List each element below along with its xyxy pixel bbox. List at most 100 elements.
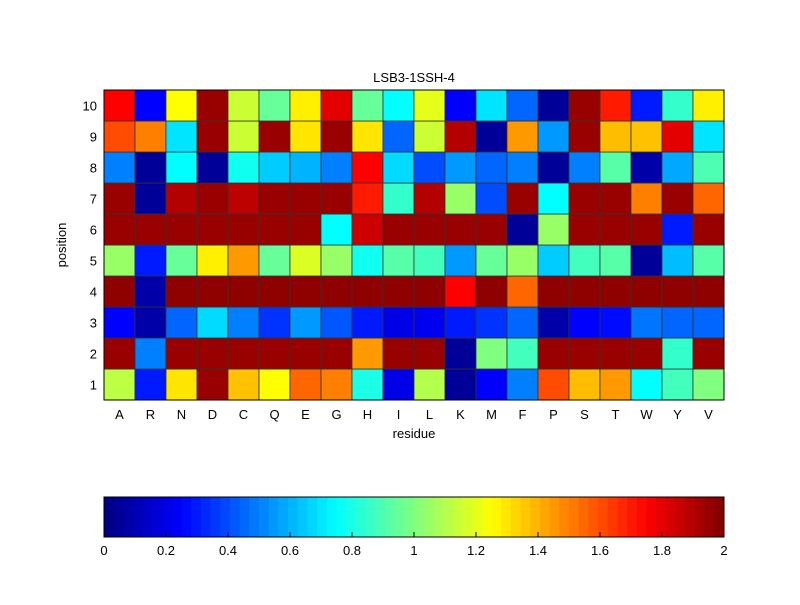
cell-I-5 — [382, 244, 415, 277]
x-tick-label: Y — [673, 407, 682, 422]
cell-S-2 — [568, 337, 601, 370]
cell-L-6 — [413, 213, 446, 246]
cell-R-3 — [134, 306, 167, 339]
cell-T-10 — [599, 89, 632, 122]
cell-E-2 — [289, 337, 322, 370]
colorbar-segment — [123, 497, 134, 537]
x-tick-label: P — [549, 407, 558, 422]
cell-A-10 — [103, 89, 136, 122]
colorbar-segment — [297, 497, 308, 537]
cell-Q-7 — [258, 182, 291, 215]
cell-H-6 — [351, 213, 384, 246]
cell-C-3 — [227, 306, 260, 339]
colorbar-segment — [278, 497, 289, 537]
cell-D-4 — [196, 275, 229, 308]
x-tick-label: F — [519, 407, 527, 422]
cell-I-6 — [382, 213, 415, 246]
cell-G-7 — [320, 182, 353, 215]
cell-D-9 — [196, 120, 229, 153]
y-tick-label: 5 — [90, 254, 97, 269]
cell-W-1 — [630, 368, 663, 401]
cell-H-2 — [351, 337, 384, 370]
cell-K-2 — [444, 337, 477, 370]
colorbar-segment — [433, 497, 444, 537]
cell-K-5 — [444, 244, 477, 277]
cell-Y-8 — [661, 151, 694, 184]
colorbar-tick-label: 0.8 — [343, 543, 361, 558]
cell-G-9 — [320, 120, 353, 153]
cell-Y-6 — [661, 213, 694, 246]
colorbar-segment — [530, 497, 541, 537]
colorbar-tick-label: 0.2 — [157, 543, 175, 558]
cell-M-6 — [475, 213, 508, 246]
cell-P-7 — [537, 182, 570, 215]
cell-P-8 — [537, 151, 570, 184]
colorbar-tick-label: 0 — [100, 543, 107, 558]
x-tick-label: V — [704, 407, 713, 422]
plot-frame — [103, 89, 725, 401]
cell-Y-3 — [661, 306, 694, 339]
cell-C-2 — [227, 337, 260, 370]
cell-T-8 — [599, 151, 632, 184]
cell-S-8 — [568, 151, 601, 184]
cell-C-1 — [227, 368, 260, 401]
colorbar-segment — [472, 497, 483, 537]
cell-V-4 — [692, 275, 725, 308]
cell-G-6 — [320, 213, 353, 246]
cell-K-7 — [444, 182, 477, 215]
colorbar-tick-label: 1.8 — [653, 543, 671, 558]
cell-V-10 — [692, 89, 725, 122]
cell-T-9 — [599, 120, 632, 153]
heatmap-cells — [103, 89, 725, 401]
cell-Q-2 — [258, 337, 291, 370]
cell-A-8 — [103, 151, 136, 184]
colorbar-segment — [394, 497, 405, 537]
cell-E-9 — [289, 120, 322, 153]
cell-D-10 — [196, 89, 229, 122]
x-tick-label: L — [426, 407, 433, 422]
cell-Q-9 — [258, 120, 291, 153]
cell-F-3 — [506, 306, 539, 339]
colorbar-segment — [384, 497, 396, 537]
colorbar-segment — [142, 497, 153, 537]
cell-N-3 — [165, 306, 198, 339]
cell-I-1 — [382, 368, 415, 401]
colorbar-segment — [191, 497, 202, 537]
cell-M-3 — [475, 306, 508, 339]
colorbar-segment — [694, 497, 706, 537]
cell-I-8 — [382, 151, 415, 184]
cell-R-7 — [134, 182, 167, 215]
colorbar-segment — [133, 497, 144, 537]
cell-M-10 — [475, 89, 508, 122]
cell-D-8 — [196, 151, 229, 184]
cell-T-4 — [599, 275, 632, 308]
cell-A-1 — [103, 368, 136, 401]
cell-M-5 — [475, 244, 508, 277]
cell-K-6 — [444, 213, 477, 246]
colorbar-segment — [229, 497, 241, 537]
cell-E-3 — [289, 306, 322, 339]
cell-G-10 — [320, 89, 353, 122]
cell-V-8 — [692, 151, 725, 184]
colorbar-tick-label: 1.6 — [591, 543, 609, 558]
cell-V-6 — [692, 213, 725, 246]
cell-F-10 — [506, 89, 539, 122]
cell-P-6 — [537, 213, 570, 246]
colorbar-segment — [510, 497, 522, 537]
colorbar-segment — [423, 497, 434, 537]
cell-T-3 — [599, 306, 632, 339]
colorbar-segment — [685, 497, 696, 537]
cell-E-7 — [289, 182, 322, 215]
cell-N-5 — [165, 244, 198, 277]
cell-Q-6 — [258, 213, 291, 246]
colorbar-segment — [646, 497, 657, 537]
cell-I-10 — [382, 89, 415, 122]
colorbar-segment — [462, 497, 473, 537]
y-tick-label: 9 — [90, 130, 97, 145]
cell-I-2 — [382, 337, 415, 370]
colorbar-segment — [239, 497, 250, 537]
colorbar-segment — [617, 497, 628, 537]
cell-R-4 — [134, 275, 167, 308]
cell-P-1 — [537, 368, 570, 401]
y-axis-label: position — [54, 223, 69, 268]
